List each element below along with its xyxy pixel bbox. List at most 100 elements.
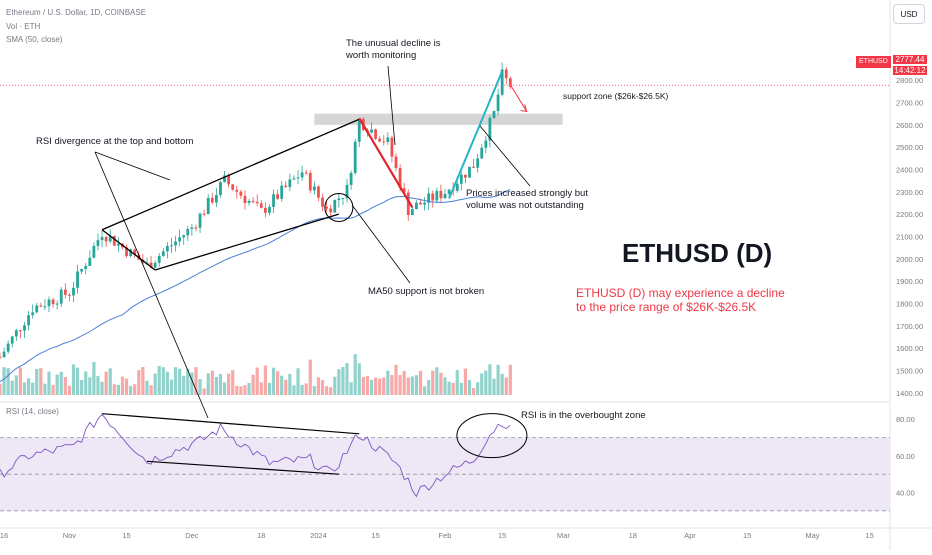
volume-bar: [112, 384, 116, 395]
candle-body: [68, 294, 71, 296]
candle-body: [288, 179, 292, 188]
price-tick-label: 1700.00: [896, 322, 923, 331]
candle-body: [19, 330, 22, 332]
time-tick-label: 15: [122, 531, 130, 540]
volume-bar: [243, 385, 247, 395]
candle-body: [325, 206, 329, 209]
time-tick-label: Nov: [63, 531, 77, 540]
volume-bar: [459, 382, 463, 395]
price-tick-label: 2100.00: [896, 232, 923, 241]
volume-bar: [492, 378, 496, 395]
price-tick-label: 2500.00: [896, 143, 923, 152]
candle-body: [35, 305, 39, 313]
candle-body: [235, 189, 239, 192]
volume-bar: [476, 382, 480, 395]
volume-bar: [35, 368, 39, 395]
time-tick-label: 15: [865, 531, 873, 540]
candle-body: [59, 289, 63, 304]
candle-body: [170, 245, 173, 247]
volume-bar: [365, 376, 370, 395]
candles-group: [0, 62, 512, 359]
volume-bar: [10, 380, 14, 395]
candle-body: [423, 202, 426, 205]
candle-body: [378, 138, 382, 142]
candle-body: [419, 202, 422, 205]
price-tick-label: 2400.00: [896, 165, 923, 174]
candle-body: [55, 303, 59, 305]
volume-bar: [145, 380, 149, 395]
candle-body: [300, 172, 304, 178]
volume-bar: [141, 367, 145, 395]
volume-bar: [312, 386, 316, 395]
candle-body: [268, 206, 271, 213]
volume-bar: [382, 377, 386, 395]
volume-bar: [500, 373, 504, 395]
candle-body: [243, 195, 247, 204]
volume-bar: [288, 373, 292, 395]
candle-body: [153, 262, 157, 268]
time-tick-label: 18: [629, 531, 637, 540]
candle-body: [108, 235, 112, 242]
candle-body: [447, 189, 451, 194]
time-tick-label: Mar: [557, 531, 570, 540]
volume-bar: [255, 367, 259, 395]
forecast-arrow-line: [509, 84, 528, 112]
candle-body: [349, 172, 353, 185]
candle-body: [488, 117, 492, 141]
candle-body: [239, 191, 243, 196]
divergence-annotation: RSI divergence at the top and bottom: [36, 136, 193, 147]
time-tick-label: May: [805, 531, 819, 540]
candle-body: [410, 209, 414, 216]
candle-body: [415, 202, 418, 210]
volume-bar: [186, 368, 190, 395]
sma-legend[interactable]: SMA (50, close): [6, 35, 63, 44]
volume-bar: [51, 384, 55, 395]
candle-body: [296, 177, 300, 179]
volume-bar: [100, 381, 104, 395]
divergence-pointer-to-rsi: [94, 151, 209, 419]
volume-bar: [214, 376, 218, 395]
candle-body: [63, 289, 67, 295]
volume-legend[interactable]: Vol · ETH: [6, 22, 41, 31]
volume-bar: [43, 383, 47, 395]
volume-bar: [129, 385, 133, 395]
volume-bar: [361, 376, 365, 395]
candle-body: [88, 257, 92, 266]
candle-body: [398, 167, 402, 189]
candle-body: [508, 78, 512, 87]
last-price-label: 2777.44: [893, 55, 927, 64]
volume-bar: [47, 371, 51, 395]
rsi-bottom-divergence-line: [146, 460, 339, 475]
volume-bar: [182, 375, 186, 395]
candle-body: [206, 197, 210, 214]
volume-bar: [173, 367, 178, 395]
symbol-title[interactable]: Ethereum / U.S. Dollar, 1D, COINBASE: [6, 8, 147, 17]
candle-body: [47, 299, 51, 307]
ma50-pointer: [351, 204, 411, 284]
volume-bar: [455, 369, 459, 395]
price-tick-label: 1800.00: [896, 299, 923, 308]
rsi-top-divergence-line: [102, 413, 360, 435]
currency-button[interactable]: USD: [893, 4, 925, 24]
volume-bar: [88, 377, 92, 395]
volume-bar: [239, 386, 243, 395]
candle-body: [337, 198, 341, 201]
candle-body: [292, 178, 296, 180]
candle-body: [223, 175, 226, 183]
time-tick-label: 15: [371, 531, 379, 540]
volume-bar: [120, 376, 125, 395]
candle-body: [190, 227, 194, 229]
rsi-legend: RSI (14, close): [6, 407, 59, 416]
candle-body: [2, 351, 6, 358]
volume-bar: [427, 379, 431, 395]
candle-body: [333, 200, 337, 213]
rsi-line: [0, 413, 511, 498]
candle-body: [202, 213, 206, 215]
volume-bar: [26, 378, 31, 395]
volume-bar: [6, 368, 10, 395]
price-tick-label: 1600.00: [896, 344, 923, 353]
volume-bar: [190, 372, 194, 395]
volume-bar: [67, 385, 72, 395]
volume-bar: [410, 376, 414, 395]
volume-bar: [18, 367, 23, 395]
